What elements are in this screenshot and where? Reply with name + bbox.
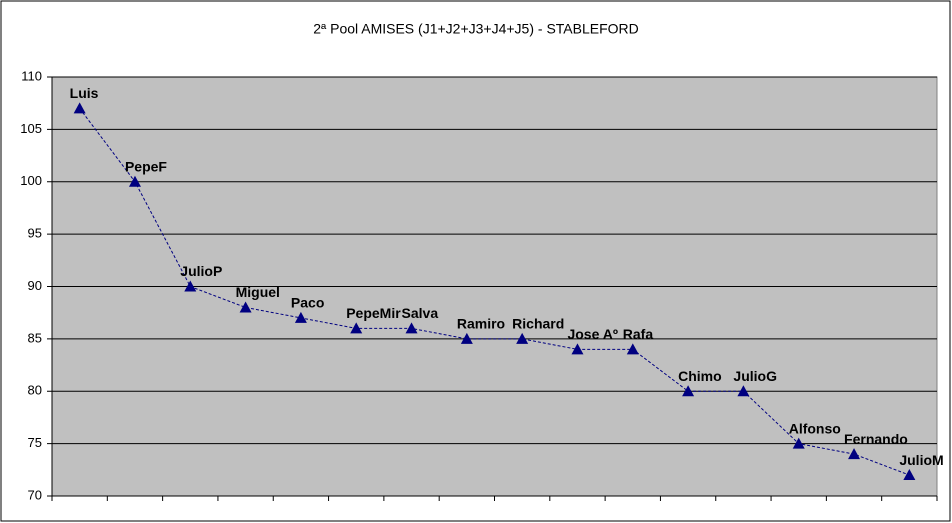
y-tick-label: 95: [28, 226, 42, 241]
data-label: PepeF: [125, 158, 167, 174]
marker: [848, 448, 861, 460]
chart-title: 2ª Pool AMISES (J1+J2+J3+J4+J5) - STABLE…: [313, 21, 639, 37]
marker: [350, 322, 363, 334]
data-label: Paco: [291, 295, 324, 311]
data-label: Ramiro: [457, 316, 505, 332]
y-tick-label: 80: [28, 383, 42, 398]
marker: [405, 322, 418, 334]
line: [79, 108, 910, 476]
marker: [294, 311, 307, 323]
marker: [239, 301, 252, 313]
y-tick-label: 90: [28, 278, 42, 293]
marker: [626, 343, 639, 355]
data-label: JulioG: [733, 368, 777, 384]
marker: [571, 343, 584, 355]
data-label: Rafa: [623, 326, 654, 342]
marker: [73, 102, 86, 114]
data-label: Chimo: [678, 368, 722, 384]
data-label: Salva: [402, 305, 439, 321]
data-label: Miguel: [236, 284, 280, 300]
data-label: Fernando: [844, 431, 908, 447]
y-tick-label: 85: [28, 330, 42, 345]
data-label: JulioM: [899, 452, 943, 468]
marker: [903, 469, 916, 481]
marker: [184, 280, 197, 292]
marker: [682, 385, 695, 397]
marker: [737, 385, 750, 397]
y-tick-label: 110: [21, 68, 42, 83]
data-label: Jose Aº: [567, 326, 618, 342]
data-label: Luis: [70, 85, 99, 101]
data-label: PepeMir: [346, 305, 401, 321]
data-label: Alfonso: [789, 420, 841, 436]
y-tick-label: 75: [28, 435, 42, 450]
marker: [516, 332, 529, 344]
marker: [460, 332, 473, 344]
marker: [792, 437, 805, 449]
data-label: JulioP: [180, 263, 222, 279]
y-tick-label: 105: [20, 121, 42, 136]
marker: [128, 175, 141, 187]
y-tick-label: 70: [28, 487, 42, 502]
data-label: Richard: [512, 316, 564, 332]
y-tick-label: 100: [20, 173, 42, 188]
